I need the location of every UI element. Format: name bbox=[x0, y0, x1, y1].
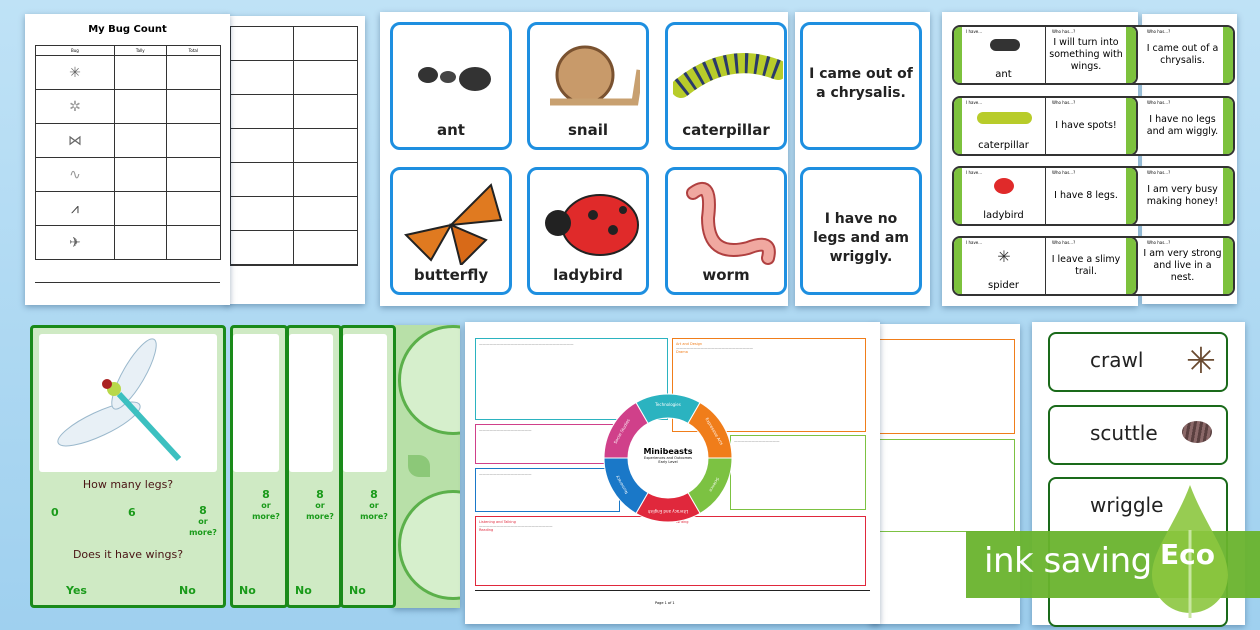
loop-card-caterpillar: I have... caterpillar Who has...? I have sp… bbox=[952, 96, 1138, 156]
planner-level: Early Level bbox=[658, 460, 678, 464]
ladybird-icon bbox=[545, 194, 639, 256]
snail-icon bbox=[550, 45, 640, 106]
bug-caterpillar-icon: ∿ bbox=[35, 157, 115, 192]
planner-subtitle: Experiences and Outcomes bbox=[644, 456, 692, 460]
flashcard-butterfly: butterfly bbox=[390, 167, 512, 295]
ladybird-icon bbox=[994, 178, 1014, 194]
header-total: Total bbox=[165, 45, 222, 56]
sentence-card-1: I came out of a chrysalis. bbox=[800, 22, 922, 150]
flashcard-ant: ant bbox=[390, 22, 512, 150]
loop-card-ladybird: I have... ladybird Who has...? I have 8 leg… bbox=[952, 166, 1138, 226]
caterpillar-icon bbox=[977, 112, 1032, 124]
page-number: Page 1 of 1 bbox=[655, 601, 675, 605]
wheel-label: Literacy and English bbox=[647, 509, 688, 514]
planner-sheet: ——————————————————————————— Art and Desi… bbox=[465, 322, 880, 624]
woodlouse-icon bbox=[1182, 421, 1212, 443]
eco-label: Eco bbox=[1160, 538, 1215, 571]
planner-title: Minibeasts bbox=[643, 447, 693, 456]
loop-card-ant: I have... ant Who has...? I will turn into … bbox=[952, 25, 1138, 85]
worm-icon bbox=[686, 182, 776, 265]
bug-butterfly-icon: ⋈ bbox=[35, 123, 115, 158]
header-tally: Tally bbox=[113, 45, 167, 56]
bug-count-sheet-2 bbox=[225, 16, 365, 304]
sentence-card-2: I have no legs and am wriggly. bbox=[800, 167, 922, 295]
word-card-scuttle: scuttle bbox=[1048, 405, 1228, 465]
eco-drop-icon bbox=[1152, 485, 1228, 618]
sorting-card-4: 8 or more? No bbox=[340, 325, 396, 608]
wheel-segment-social-studies bbox=[603, 401, 649, 459]
wheel-label: Technologies bbox=[654, 402, 681, 407]
leaf-pattern-sheet bbox=[393, 325, 460, 608]
flashcard-worm: worm bbox=[665, 167, 787, 295]
bug-grasshopper-icon: ⩘ bbox=[35, 191, 115, 226]
dragonfly-icon bbox=[57, 338, 182, 462]
bug-fly-icon: ✈ bbox=[35, 225, 115, 260]
spider-icon: ✳ bbox=[997, 247, 1011, 266]
header-bug: Bug bbox=[35, 45, 115, 56]
sorting-card-dragonfly: How many legs? 0 6 8 or more? Does it hav… bbox=[30, 325, 226, 608]
spider-icon: ✳ bbox=[1185, 341, 1216, 382]
flashcard-caterpillar: caterpillar bbox=[665, 22, 787, 150]
caterpillar-icon bbox=[673, 53, 783, 98]
ant-icon bbox=[990, 39, 1020, 51]
flashcard-ladybird: ladybird bbox=[527, 167, 649, 295]
ink-saving-label: ink saving bbox=[984, 541, 1152, 581]
loop-card-spider: I have... ✳ spider Who has...? I leave a sli… bbox=[952, 236, 1138, 296]
bug-count-table: Bug Tally Total ✳ ✲ ⋈ ∿ ⩘ ✈ bbox=[35, 45, 222, 260]
ant-icon bbox=[418, 67, 491, 91]
bug-count-sheet: My Bug Count Bug Tally Total ✳ ✲ ⋈ ∿ ⩘ ✈ bbox=[25, 14, 230, 305]
butterfly-icon bbox=[404, 183, 503, 265]
word-card-crawl: crawl ✳ bbox=[1048, 332, 1228, 392]
sorting-card-2: 8 or more? No bbox=[230, 325, 288, 608]
flashcard-snail: snail bbox=[527, 22, 649, 150]
sorting-card-3: 8 or more? No bbox=[286, 325, 342, 608]
bug-spider-icon: ✳ bbox=[35, 55, 115, 90]
bug-beetle-icon: ✲ bbox=[35, 89, 115, 124]
leaf-icon bbox=[408, 455, 430, 477]
bug-count-title: My Bug Count bbox=[88, 24, 167, 35]
